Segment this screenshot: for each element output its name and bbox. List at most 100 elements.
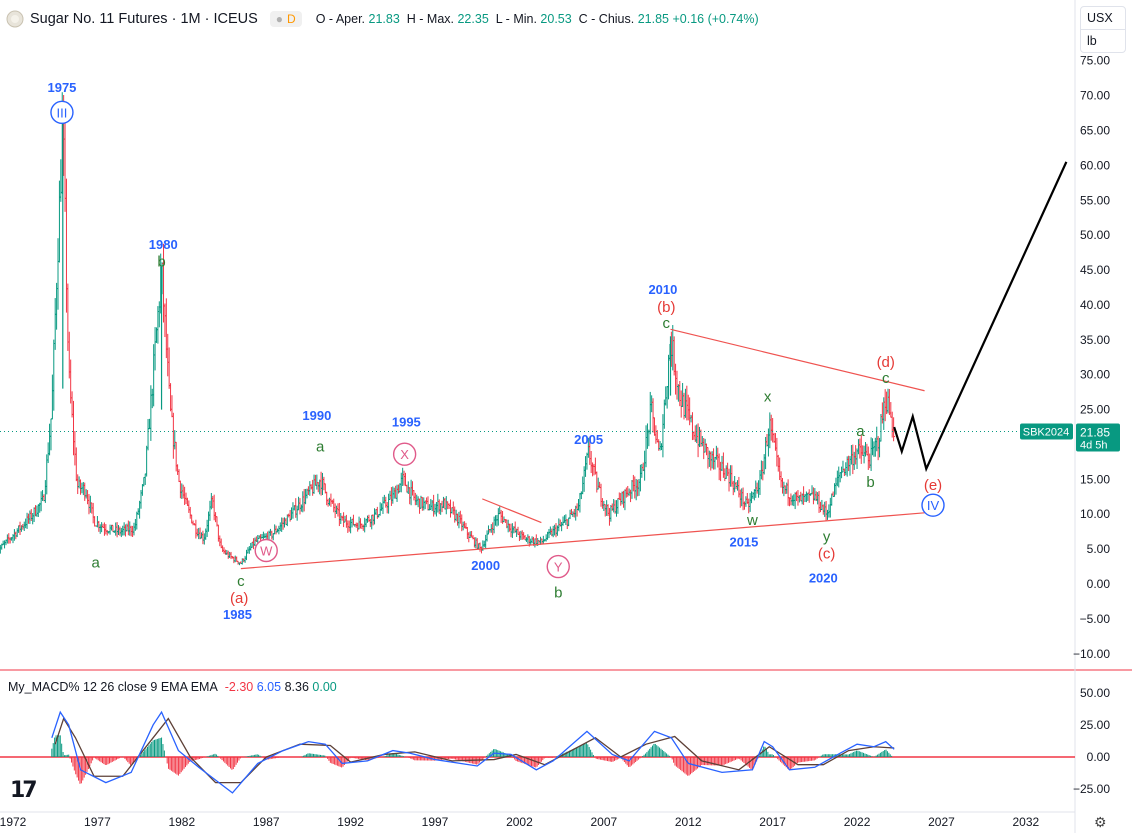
wave-label: (d)	[877, 354, 895, 371]
price-tag-bg	[1076, 423, 1120, 452]
wave-label: w	[746, 512, 758, 529]
time-tick-label: 1977	[84, 815, 111, 829]
wave-label: (a)	[230, 590, 248, 607]
time-tick-label: 1987	[253, 815, 280, 829]
wave-label-circle: W	[254, 538, 278, 563]
wave-label: 2020	[809, 571, 838, 586]
wave-label: W	[260, 544, 273, 559]
trendline	[240, 512, 925, 570]
symbol-logo-icon	[6, 10, 24, 28]
time-tick-label: 1982	[168, 815, 195, 829]
wave-label: 2015	[729, 534, 758, 549]
price-bars	[0, 92, 896, 566]
wave-circle	[50, 100, 74, 125]
wave-label: (e)	[924, 477, 942, 494]
wave-label: IV	[927, 498, 940, 513]
wave-label-circle: III	[50, 100, 74, 125]
price-tick-label: 55.00	[1080, 193, 1110, 207]
currency-select[interactable]: USX	[1087, 11, 1113, 25]
wave-label: y	[823, 529, 831, 546]
wave-label: a	[92, 554, 101, 571]
wave-circle	[392, 442, 417, 466]
macd-tick-label: −25.00	[1073, 782, 1110, 796]
time-tick-label: 2022	[844, 815, 871, 829]
trendline	[670, 328, 925, 392]
symbol-header[interactable]: Sugar No. 11 Futures · 1M · ICEUS ● D O -…	[6, 8, 759, 30]
unit-selector[interactable]: USX lb	[1080, 6, 1126, 53]
wave-label: 1995	[392, 414, 421, 429]
macd-tick-label: 25.00	[1080, 718, 1110, 732]
wave-label: c	[882, 370, 890, 387]
time-tick-label: 2012	[675, 815, 702, 829]
symbol-title[interactable]: Sugar No. 11 Futures · 1M · ICEUS	[30, 11, 258, 27]
macd-value-4: 0.00	[312, 680, 337, 694]
price-tag-countdown: 4d 5h	[1080, 440, 1108, 452]
wave-label: c	[663, 315, 671, 332]
trendline	[482, 498, 542, 524]
macd-tick-label: 50.00	[1080, 686, 1110, 700]
projection-path	[893, 161, 1068, 473]
wave-label: a	[856, 423, 865, 440]
macd-title[interactable]: My_MACD% 12 26 close 9 EMA EMA	[8, 680, 218, 694]
wave-label: c	[237, 573, 245, 590]
wave-label: (c)	[818, 545, 836, 562]
delayed-badge[interactable]: ● D	[269, 11, 302, 27]
wave-label: b	[157, 254, 165, 271]
macd-value-2: 6.05	[256, 680, 282, 694]
wave-label: b	[866, 474, 874, 491]
time-tick-label: 1972	[0, 815, 27, 829]
wave-label-circle: X	[392, 442, 417, 466]
unit-select[interactable]: lb	[1081, 29, 1125, 52]
macd-legend[interactable]: My_MACD% 12 26 close 9 EMA EMA -2.30 6.0…	[8, 680, 337, 694]
wave-label: 2010	[648, 282, 677, 297]
price-tick-label: 15.00	[1080, 472, 1110, 486]
price-tick-label: 35.00	[1080, 333, 1110, 347]
wave-label: III	[57, 105, 68, 120]
price-tag-value: 21.85	[1080, 426, 1110, 440]
wave-label: Y	[554, 560, 563, 575]
price-tick-label: −5.00	[1080, 612, 1111, 626]
wave-label: (b)	[657, 299, 675, 316]
wave-label: b	[554, 584, 562, 601]
tradingview-logo[interactable]: 17	[10, 778, 38, 803]
wave-label: 1980	[149, 237, 178, 252]
wave-label: a	[316, 439, 325, 456]
time-tick-label: 2032	[1013, 815, 1040, 829]
price-tick-label: 50.00	[1080, 228, 1110, 242]
wave-label: 1975	[47, 80, 76, 95]
macd-tick-label: 0.00	[1087, 750, 1111, 764]
contract-tag-bg	[1020, 423, 1073, 440]
eye-icon: ●	[275, 12, 284, 26]
wave-label: 2005	[574, 432, 603, 447]
price-tick-label: −10.00	[1073, 647, 1110, 661]
ohlc-readout: O - Aper. 21.83 H - Max. 22.35 L - Min. …	[315, 12, 759, 26]
price-tick-label: 10.00	[1080, 507, 1110, 521]
time-tick-label: 2007	[590, 815, 617, 829]
gear-icon[interactable]: ⚙	[1094, 814, 1107, 830]
macd-signal-line	[54, 717, 895, 784]
macd-line	[51, 710, 895, 794]
wave-label-circle: IV	[921, 493, 945, 517]
contract-tag-text: SBK2024	[1023, 427, 1069, 439]
wave-label: x	[764, 388, 772, 405]
time-tick-label: 1992	[337, 815, 364, 829]
price-tick-label: 60.00	[1080, 158, 1110, 172]
time-tick-label: 2027	[928, 815, 955, 829]
wave-circle	[546, 554, 570, 579]
wave-label-circle: Y	[546, 554, 570, 579]
price-tick-label: 65.00	[1080, 123, 1110, 137]
price-tick-label: 30.00	[1080, 368, 1110, 382]
wave-label: X	[400, 447, 409, 462]
price-tick-label: 5.00	[1087, 542, 1111, 556]
price-tick-label: 70.00	[1080, 89, 1110, 103]
price-tick-label: 75.00	[1080, 54, 1110, 68]
wave-label: 1990	[302, 408, 331, 423]
price-tick-label: 45.00	[1080, 263, 1110, 277]
wave-circle	[254, 538, 278, 563]
price-tick-label: 0.00	[1087, 577, 1111, 591]
time-tick-label: 1997	[422, 815, 449, 829]
macd-value-1: -2.30	[224, 680, 254, 694]
price-tick-label: 40.00	[1080, 298, 1110, 312]
